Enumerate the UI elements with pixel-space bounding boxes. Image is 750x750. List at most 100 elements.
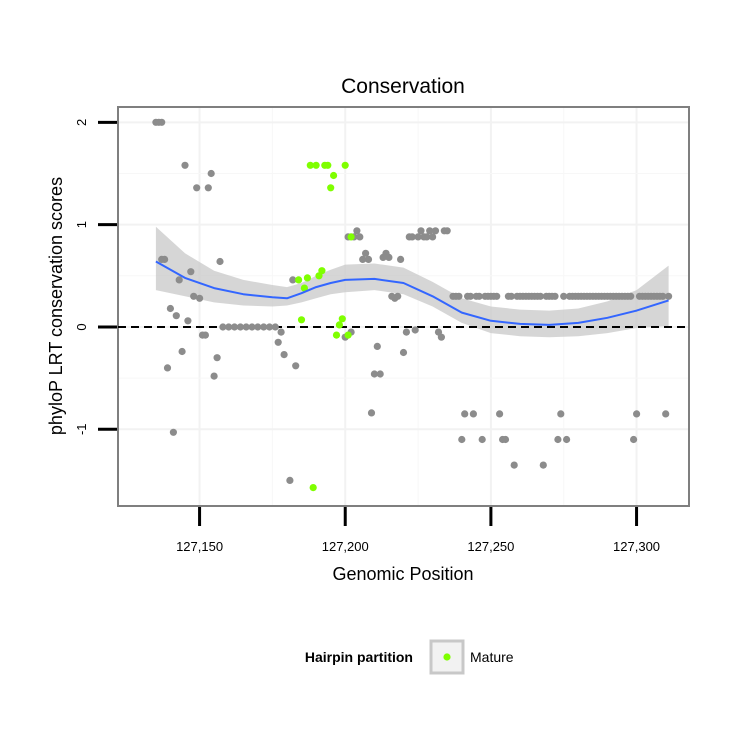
point-mature-6 [312, 161, 320, 169]
point-other-19 [204, 184, 212, 192]
point-mature-10 [324, 161, 332, 169]
point-other-60 [399, 348, 408, 357]
point-other-92 [496, 410, 504, 418]
point-other-11 [181, 161, 189, 169]
point-other-86 [478, 435, 486, 444]
point-other-6 [166, 304, 174, 313]
point-other-34 [274, 338, 282, 346]
point-other-71 [431, 227, 440, 235]
point-other-27 [236, 323, 244, 331]
point-other-28 [242, 323, 250, 331]
point-other-61 [402, 328, 410, 336]
point-other-65 [414, 233, 422, 241]
point-other-23 [216, 257, 224, 266]
point-other-94 [501, 435, 510, 444]
point-other-24 [219, 323, 227, 331]
point-other-29 [248, 323, 256, 331]
smooth-line [155, 260, 669, 326]
chart-title: Conservation [341, 75, 465, 98]
point-other-70 [429, 233, 437, 241]
point-other-79 [458, 435, 466, 444]
y-tick-label-0: -1 [74, 423, 89, 435]
point-other-25 [225, 323, 233, 331]
x-tick-label-3: 127,300 [613, 539, 660, 554]
point-other-75 [443, 227, 451, 235]
point-other-20 [207, 169, 215, 178]
point-mature-15 [338, 315, 346, 323]
x-axis-label: Genomic Position [332, 564, 473, 584]
point-other-14 [190, 292, 198, 300]
point-other-106 [536, 292, 545, 300]
point-other-137 [627, 292, 635, 300]
point-other-80 [461, 410, 469, 418]
point-mature-17 [344, 331, 352, 339]
confidence-ribbon [155, 226, 669, 338]
point-other-115 [563, 435, 571, 444]
point-other-69 [426, 227, 434, 235]
point-mature-12 [330, 171, 338, 180]
point-other-33 [271, 323, 279, 331]
point-other-12 [184, 317, 192, 325]
point-mature-3 [303, 274, 311, 282]
point-other-47 [362, 249, 370, 257]
point-other-83 [469, 410, 477, 418]
point-other-113 [557, 410, 565, 418]
point-other-36 [280, 351, 288, 359]
point-other-30 [254, 323, 262, 331]
point-other-82 [466, 292, 475, 300]
point-mature-16 [341, 161, 349, 169]
other-points [152, 118, 673, 484]
mature-points [295, 161, 355, 492]
legend-title: Hairpin partition [305, 649, 413, 665]
point-other-16 [196, 294, 204, 302]
y-axis-label: phyloP LRT conservation scores [46, 177, 66, 435]
point-other-32 [265, 323, 274, 331]
point-other-150 [665, 292, 673, 300]
point-other-38 [289, 276, 297, 284]
legend-key-mature-dot [443, 653, 451, 661]
point-mature-4 [306, 161, 314, 169]
point-other-35 [277, 328, 285, 336]
confidence-ribbon-layer [155, 226, 669, 338]
point-other-85 [475, 292, 483, 300]
point-other-55 [385, 253, 393, 261]
point-other-37 [286, 476, 294, 484]
point-other-64 [411, 326, 419, 334]
x-tick-label-1: 127,200 [322, 539, 369, 554]
point-other-21 [210, 372, 218, 380]
point-mature-14 [335, 321, 343, 329]
point-other-48 [364, 255, 373, 263]
point-other-63 [408, 233, 416, 241]
point-other-46 [359, 255, 367, 263]
point-other-39 [292, 362, 300, 370]
point-other-111 [551, 292, 559, 300]
point-other-139 [633, 410, 641, 418]
point-other-51 [373, 342, 381, 350]
point-other-4 [161, 255, 169, 263]
point-other-58 [394, 292, 402, 300]
point-other-112 [554, 435, 562, 444]
point-mature-1 [297, 316, 306, 324]
point-other-148 [659, 292, 667, 300]
x-tick-label-0: 127,150 [176, 539, 223, 554]
y-axis: -1 0 1 2 [74, 119, 117, 435]
point-other-5 [163, 364, 172, 372]
smooth-line-layer [155, 260, 669, 326]
point-other-45 [356, 233, 364, 241]
point-other-15 [193, 184, 201, 192]
point-other-7 [169, 428, 177, 436]
legend: Hairpin partition Mature [305, 639, 514, 675]
point-mature-5 [309, 484, 317, 492]
x-axis: 127,150 127,200 127,250 127,300 [176, 507, 660, 554]
point-mature-0 [295, 276, 303, 284]
point-other-2 [158, 118, 166, 126]
point-mature-13 [332, 331, 341, 339]
point-mature-18 [347, 233, 355, 241]
point-mature-11 [327, 184, 335, 192]
point-other-13 [187, 268, 195, 276]
y-tick-label-1: 0 [74, 323, 89, 330]
x-tick-label-2: 127,250 [467, 539, 514, 554]
point-other-49 [367, 409, 376, 417]
point-other-66 [417, 227, 425, 235]
